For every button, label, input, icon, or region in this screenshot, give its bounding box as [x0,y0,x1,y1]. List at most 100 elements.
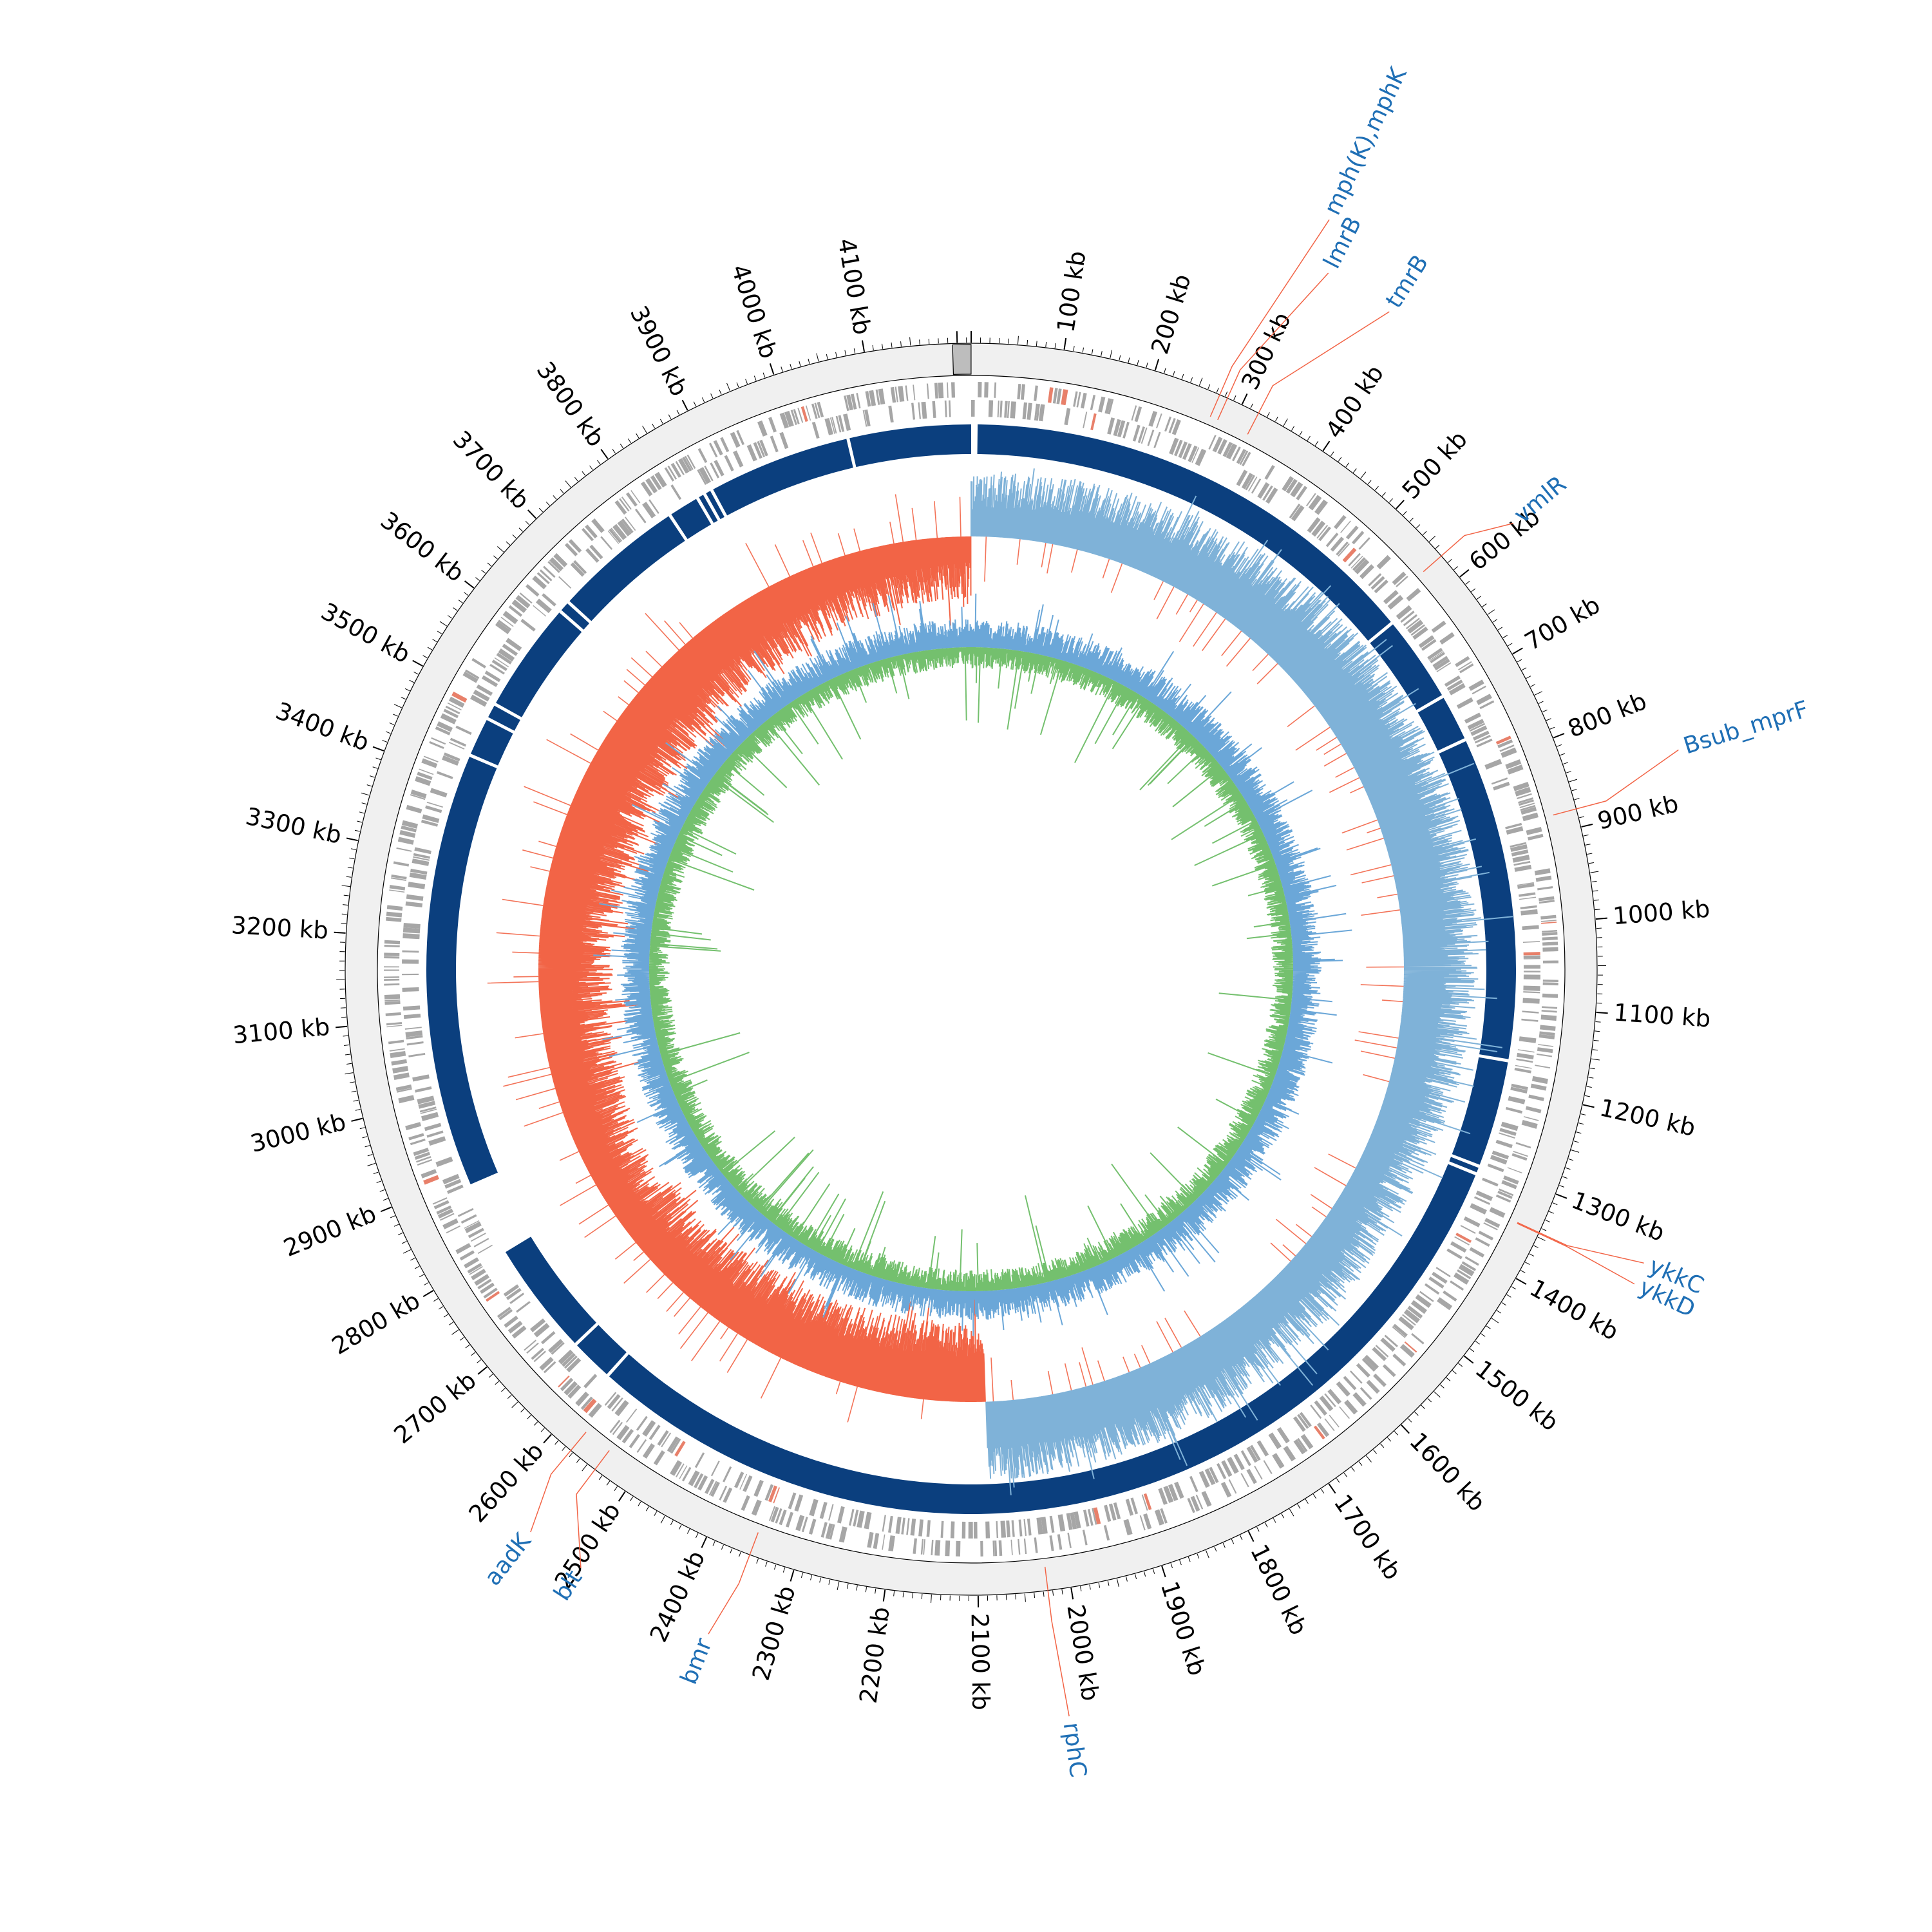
cds-feature [694,1452,705,1468]
scale-tick [1579,816,1585,819]
cds-feature [1141,1494,1148,1511]
cds-feature [1011,1520,1015,1537]
cds-feature [1467,719,1484,730]
cds-feature [640,481,653,497]
tick-label: 200 kb [1146,271,1196,357]
cds-feature [1522,1010,1539,1014]
cds-feature [1403,614,1418,627]
scale-tick [353,1099,359,1102]
scale-tick [373,1171,379,1175]
contig-block [706,491,724,520]
cds-feature [384,994,401,999]
scale-tick [1538,701,1544,704]
cds-feature [988,400,994,417]
cds-feature [682,457,692,472]
cds-feature [437,1208,453,1219]
cds-feature [471,1269,486,1281]
cds-feature [390,1050,406,1058]
tick-label: 1400 kb [1525,1274,1623,1346]
scale-tick [344,1045,350,1046]
cds-feature [401,825,417,833]
scale-tick [346,1063,352,1065]
cds-feature [1217,439,1227,455]
scale-tick [554,1440,559,1445]
cds-feature [850,393,857,410]
cds-feature [541,1331,556,1345]
cds-feature [614,500,627,515]
cds-feature [1374,580,1388,594]
scale-tick [1414,1412,1419,1416]
cds-feature [1257,482,1270,499]
cds-feature [1366,1379,1380,1394]
cds-feature [1475,1190,1493,1201]
cds-feature [1340,520,1351,533]
scale-tick [710,393,714,399]
scale-tick [1336,1478,1340,1483]
scale-tick [1545,1219,1551,1223]
contig-block [699,495,718,524]
cds-feature [402,987,419,992]
cds-feature [687,454,696,469]
cds-feature [1222,441,1233,457]
cds-feature [473,1238,489,1247]
contig-block [470,719,513,766]
cds-feature [442,1218,459,1229]
contig-track [426,424,1516,1514]
scale-tick [1241,393,1248,405]
cds-feature [470,694,488,707]
scale-tick [1205,1550,1209,1558]
scale-tick [1446,1377,1451,1381]
scale-tick [1593,1039,1599,1041]
cds-feature [436,771,453,779]
scale-tick [409,679,415,683]
tick-label: 900 kb [1595,790,1681,835]
cds-feature [764,1484,774,1501]
cds-feature [539,1356,554,1371]
cds-feature [1375,1345,1389,1358]
cds-feature [784,410,794,428]
tick-label: 300 kb [1236,308,1296,393]
cds-feature [1505,822,1522,829]
cds-feature [406,804,422,813]
scale-tick [1297,1504,1301,1509]
cds-feature [888,1515,893,1533]
cds-feature [1249,1444,1261,1461]
contig-block [505,1236,597,1343]
cds-feature [1372,1347,1387,1361]
cds-feature [1514,1067,1531,1074]
tick-label: 2600 kb [464,1437,549,1528]
cds-feature [1163,1485,1174,1503]
scale-tick [660,419,663,424]
cds-feature [710,1481,720,1497]
cds-feature [397,837,414,845]
cds-feature [385,1012,401,1016]
cds-feature [489,663,505,675]
cds-feature [1057,1534,1063,1550]
scale-tick [693,401,697,407]
scale-tick [453,607,458,611]
cds-feature [619,498,630,512]
cds-feature [1082,1530,1088,1546]
scale-tick [816,353,819,362]
cds-feature [1338,543,1350,557]
scale-tick [1373,1449,1378,1454]
cds-feature [831,417,837,434]
cds-feature [1410,624,1425,636]
cds-feature [1540,914,1557,920]
cds-feature [1521,1119,1538,1129]
cds-feature [835,415,842,433]
cds-feature [1064,408,1071,426]
cds-feature [564,1381,578,1396]
scale-tick [1463,1355,1474,1364]
cds-feature [1368,573,1382,587]
scale-tick [527,509,536,519]
cds-feature [1540,1025,1556,1031]
cds-feature [918,1519,923,1537]
scale-tick [636,433,639,439]
cds-feature [1503,1175,1519,1185]
cds-feature [428,1136,446,1146]
cds-feature [498,648,515,662]
scale-tick [837,1582,840,1590]
scale-tick [630,1496,634,1502]
cds-feature [1497,1190,1513,1199]
